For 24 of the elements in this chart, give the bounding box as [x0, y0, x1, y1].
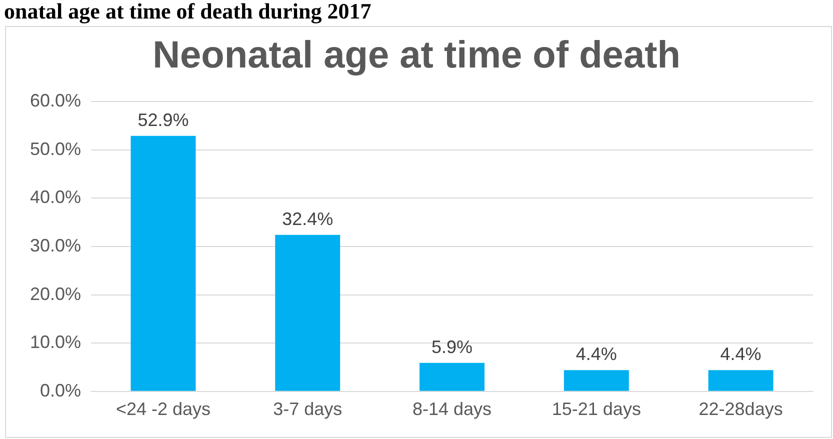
text: onatal age at time of death during 2017: [4, 0, 372, 24]
y-tick-label: 30.0%: [30, 235, 82, 256]
data-label: 32.4%: [282, 208, 334, 229]
x-tick-label: 15-21 days: [552, 399, 641, 420]
y-tick-label: 10.0%: [30, 332, 82, 352]
y-tick-label: 20.0%: [30, 284, 82, 304]
y-tick-label: 40.0%: [30, 187, 82, 208]
y-tick-label: 50.0%: [30, 138, 82, 159]
x-tick-label: <24 -2 days: [116, 399, 211, 420]
bar: [708, 370, 774, 391]
bar: [275, 234, 340, 391]
data-label: 4.4%: [720, 344, 762, 364]
y-tick-label: 0.0%: [40, 380, 82, 400]
x-tick-label: 22-28days: [698, 399, 783, 420]
x-tick-label: 8-14 days: [412, 399, 492, 420]
x-tick-label: 3-7 days: [273, 399, 342, 420]
chart-title: Neonatal age at time of death: [152, 34, 680, 76]
data-label: 52.9%: [138, 110, 189, 130]
bar: [420, 362, 485, 391]
data-label: 4.4%: [576, 344, 617, 364]
bar: [130, 136, 196, 391]
data-label: 5.9%: [432, 336, 473, 357]
bar: [564, 370, 629, 391]
y-tick-label: 60.0%: [30, 90, 82, 111]
